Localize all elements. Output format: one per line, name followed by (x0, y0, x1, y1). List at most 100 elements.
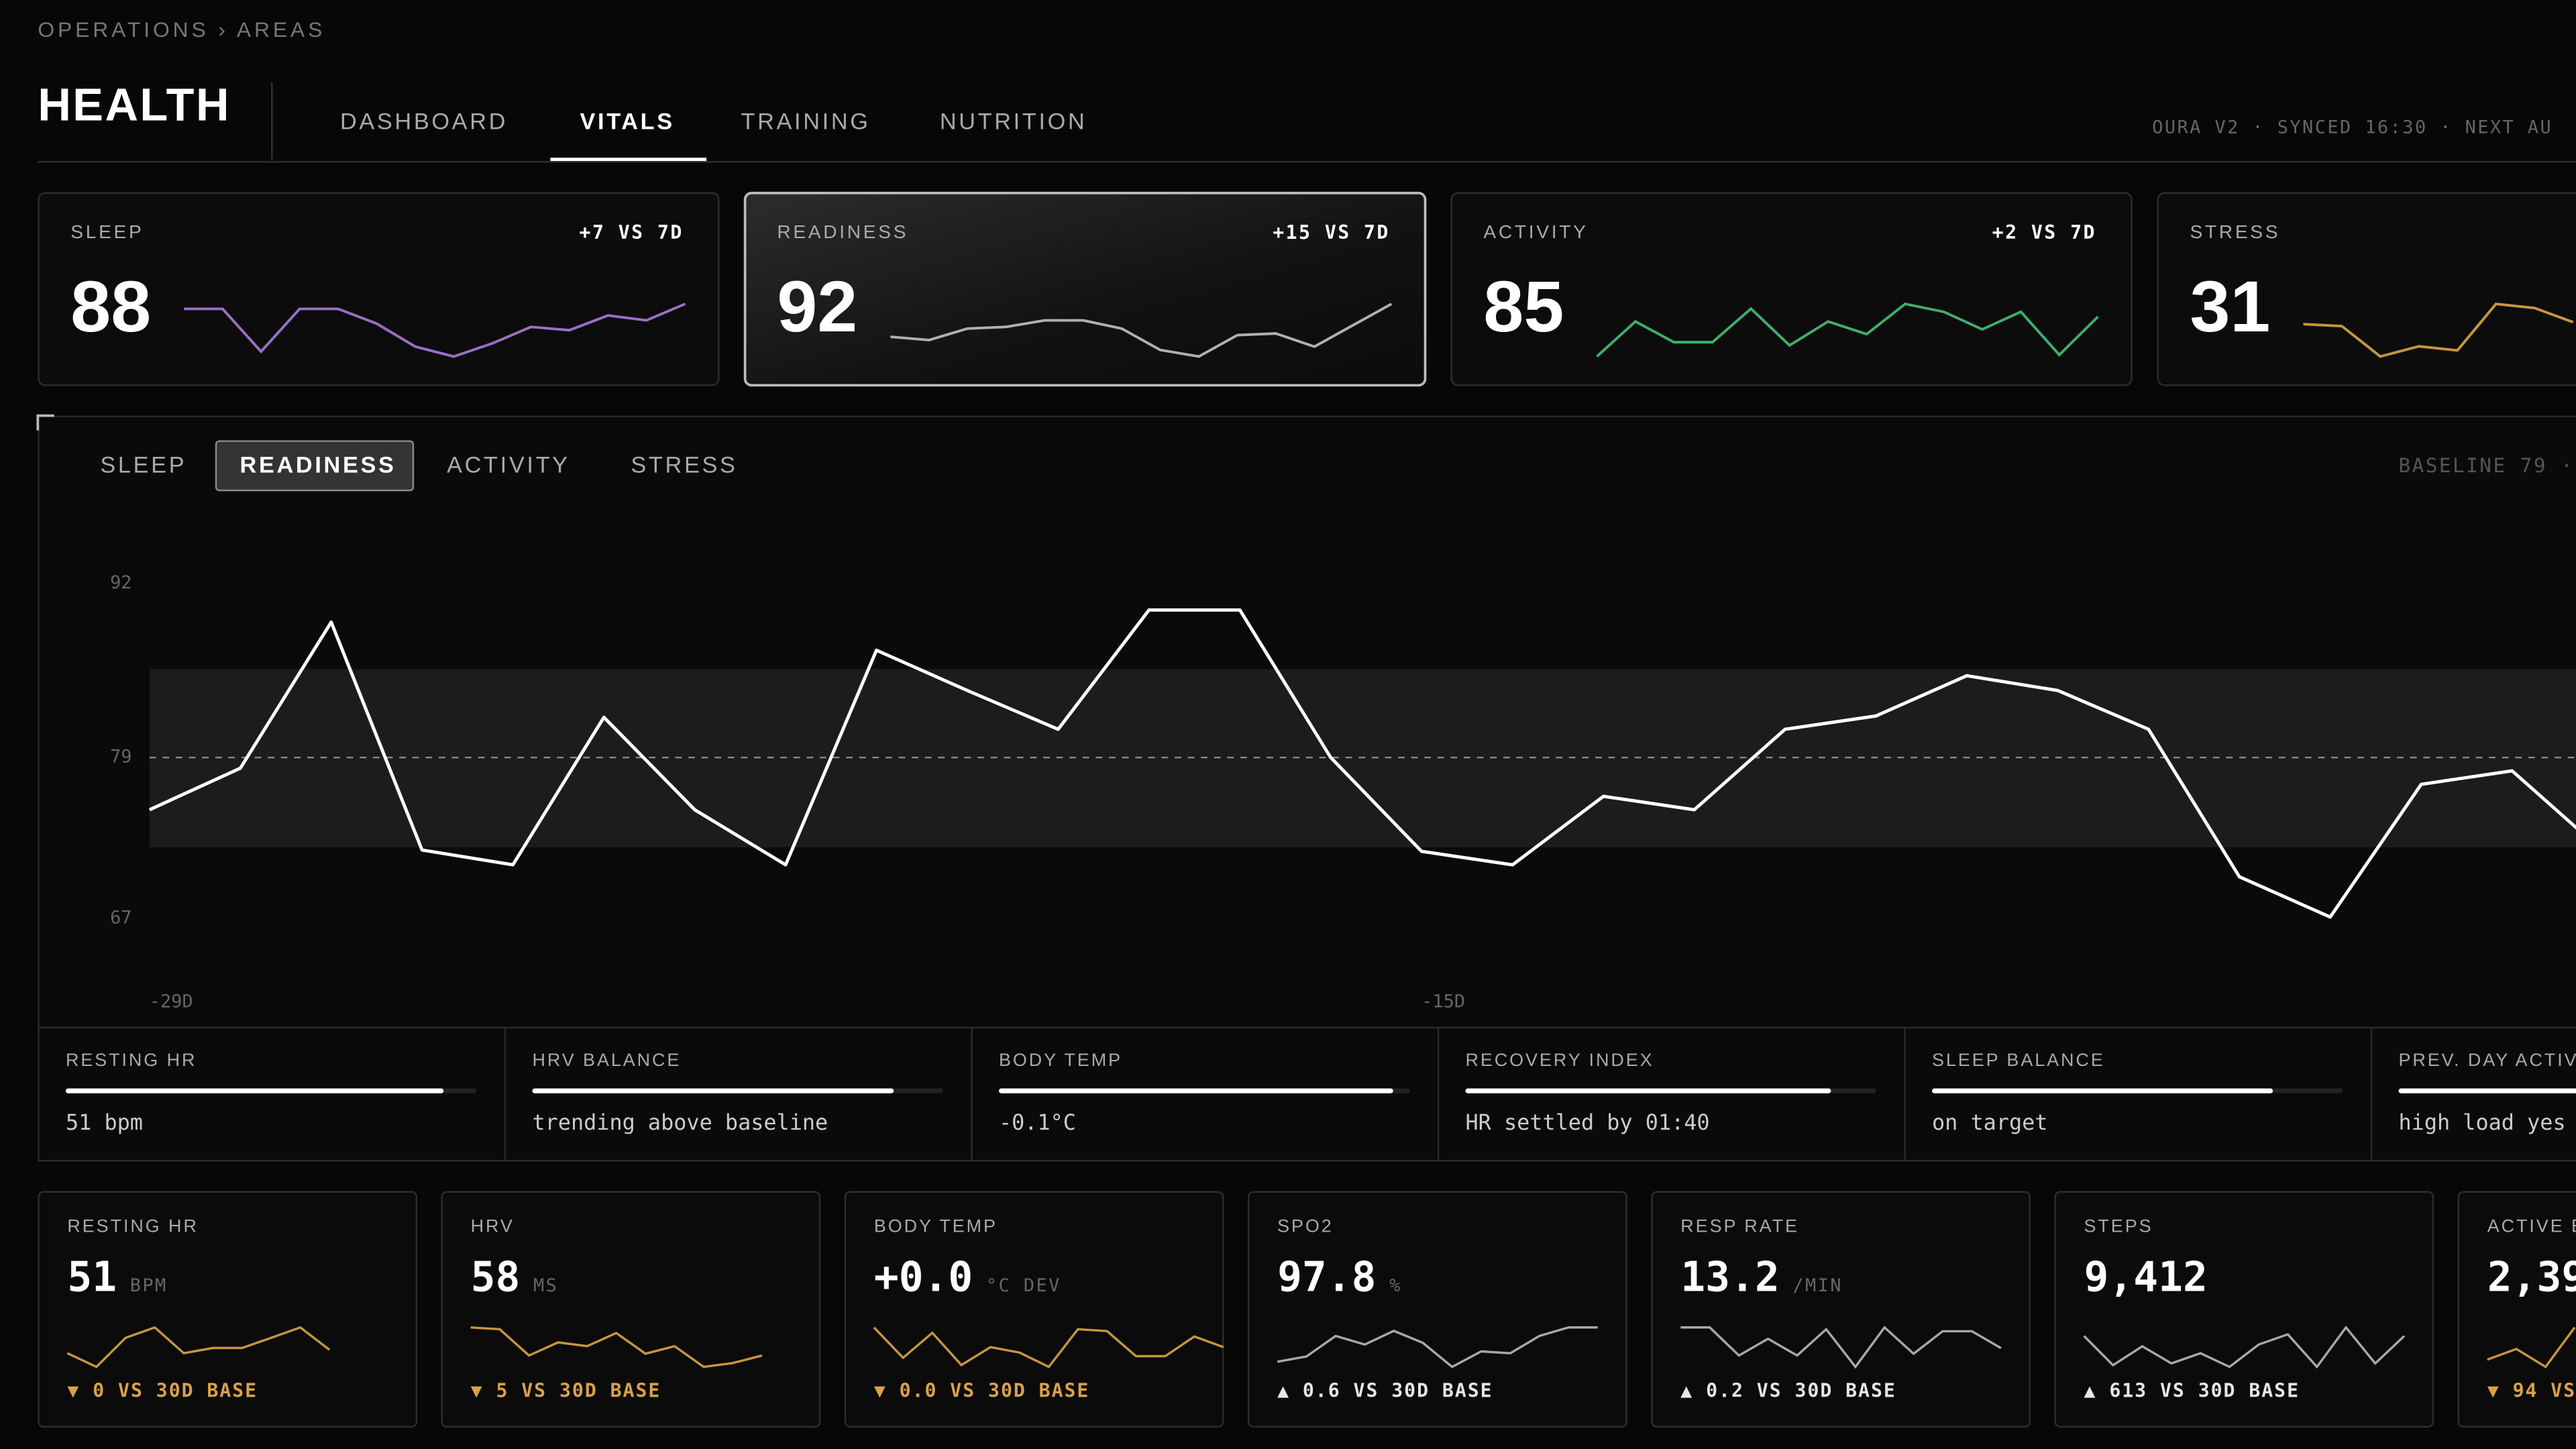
metric-value: 9,412 (2084, 1253, 2208, 1301)
sparkline (1277, 1326, 1598, 1368)
metric-delta: ▼ 5 VS 30D BASE (471, 1379, 661, 1401)
nav-tab[interactable]: TRAINING (741, 109, 870, 135)
progress-fill (2398, 1088, 2576, 1093)
metric-value: +0.0 (874, 1253, 973, 1301)
y-tick-label: 92 (110, 572, 131, 593)
metric-card[interactable] (2457, 1191, 2576, 1428)
metric-delta: ▼ 94 VS (2487, 1379, 2576, 1401)
metric-value: 2,39 (2487, 1253, 2576, 1301)
card-label: ACTIVITY (1483, 221, 1588, 242)
sparkline (873, 1326, 1224, 1368)
sparkline (470, 1326, 763, 1368)
sparkline (66, 1326, 331, 1368)
metric-delta: ▲ 613 VS 30D BASE (2084, 1379, 2300, 1401)
sparkline (1680, 1326, 2002, 1369)
metric-label: RESTING HR (67, 1216, 198, 1236)
metric-card[interactable] (1651, 1191, 2031, 1428)
card-score: 85 (1483, 266, 1564, 347)
stat-text: high load yes (2399, 1110, 2566, 1135)
stat-label: HRV BALANCE (532, 1050, 681, 1070)
nav-tab[interactable]: NUTRITION (940, 109, 1087, 135)
progress-fill (1932, 1088, 2273, 1093)
metric-value: 97.8 (1277, 1253, 1376, 1301)
stat-text: 51 bpm (66, 1110, 143, 1135)
sparkline (2083, 1325, 2406, 1369)
card-delta: +2 VS 7D (1992, 221, 2096, 244)
metric-label: HRV (471, 1216, 515, 1236)
card-delta: +7 VS 7D (580, 221, 684, 244)
nav-tab[interactable]: VITALS (580, 109, 674, 135)
breadcrumb[interactable]: OPERATIONS › AREAS (38, 17, 325, 42)
tab-active-bg (215, 440, 415, 492)
metric-unit: MS (533, 1275, 558, 1296)
metric-label: RESP RATE (1680, 1216, 1799, 1236)
nav-underline (550, 158, 707, 161)
corner-marker (36, 414, 54, 431)
metric-label: STEPS (2084, 1216, 2153, 1236)
score-card[interactable] (743, 191, 1427, 387)
sparkline (2487, 1326, 2576, 1368)
sparkline (184, 303, 686, 358)
metric-card[interactable] (844, 1191, 1224, 1428)
x-tick-label: -29D (150, 991, 193, 1012)
progress-fill (532, 1088, 894, 1093)
metric-label: SPO2 (1277, 1216, 1334, 1236)
stat-label: RECOVERY INDEX (1465, 1050, 1654, 1070)
stat-text: on target (1932, 1110, 2047, 1135)
sparkline (890, 303, 1393, 358)
metric-value: 58 (471, 1253, 521, 1301)
stat-label: PREV. DAY ACTIVI (2399, 1050, 2576, 1070)
card-score: 31 (2190, 266, 2270, 347)
y-tick-label: 67 (110, 907, 131, 928)
metric-card[interactable] (1248, 1191, 1627, 1428)
card-label: READINESS (777, 221, 908, 242)
metric-delta: ▲ 0.2 VS 30D BASE (1680, 1379, 1896, 1401)
chart-tab[interactable]: ACTIVITY (447, 453, 570, 478)
metric-label: ACTIVE E (2487, 1216, 2576, 1236)
baseline-label: BASELINE 79 · (2399, 454, 2575, 477)
chart-tab[interactable]: STRESS (631, 453, 737, 478)
progress-fill (65, 1088, 444, 1093)
card-label: SLEEP (70, 221, 144, 242)
nav-tab[interactable]: DASHBOARD (340, 109, 508, 135)
card-score: 88 (70, 266, 151, 347)
score-card[interactable] (1450, 192, 2133, 386)
card-label: STRESS (2190, 221, 2280, 242)
progress-fill (998, 1088, 1393, 1093)
chart-tab[interactable]: SLEEP (100, 453, 186, 478)
metric-delta: ▲ 0.6 VS 30D BASE (1277, 1379, 1493, 1401)
sparkline (2303, 303, 2574, 358)
metric-card[interactable] (38, 1191, 418, 1428)
metric-card[interactable] (441, 1191, 821, 1428)
y-tick-label: 79 (110, 747, 131, 767)
card-delta: +15 VS 7D (1273, 221, 1390, 244)
card-score: 92 (777, 266, 857, 347)
metric-value: 51 (67, 1253, 117, 1301)
stat-text: -0.1°C (999, 1110, 1076, 1135)
stat-label: RESTING HR (66, 1050, 197, 1070)
progress-fill (1465, 1088, 1831, 1093)
sparkline (1596, 302, 2099, 358)
x-tick-label: -15D (1421, 991, 1465, 1012)
stat-label: BODY TEMP (999, 1050, 1122, 1070)
metric-card[interactable] (2054, 1191, 2434, 1428)
stat-label: SLEEP BALANCE (1932, 1050, 2105, 1070)
metric-label: BODY TEMP (874, 1216, 998, 1236)
metric-unit: BPM (130, 1275, 168, 1296)
metric-delta: ▼ 0.0 VS 30D BASE (874, 1379, 1089, 1401)
score-card[interactable] (2157, 192, 2576, 386)
metric-delta: ▼ 0 VS 30D BASE (67, 1379, 258, 1401)
metric-unit: /MIN (1792, 1275, 1843, 1296)
stat-text: HR settled by 01:40 (1465, 1110, 1709, 1135)
metric-value: 13.2 (1680, 1253, 1779, 1301)
page-title: HEALTH (38, 79, 231, 131)
readiness-line (148, 608, 2576, 919)
chart-tab[interactable]: READINESS (240, 453, 396, 478)
sync-meta: OURA V2 · SYNCED 16:30 · NEXT AU (2152, 117, 2553, 138)
metric-unit: °C DEV (986, 1275, 1061, 1296)
stat-text: trending above baseline (532, 1110, 828, 1135)
metric-unit: % (1389, 1275, 1402, 1296)
score-card[interactable] (38, 192, 720, 386)
